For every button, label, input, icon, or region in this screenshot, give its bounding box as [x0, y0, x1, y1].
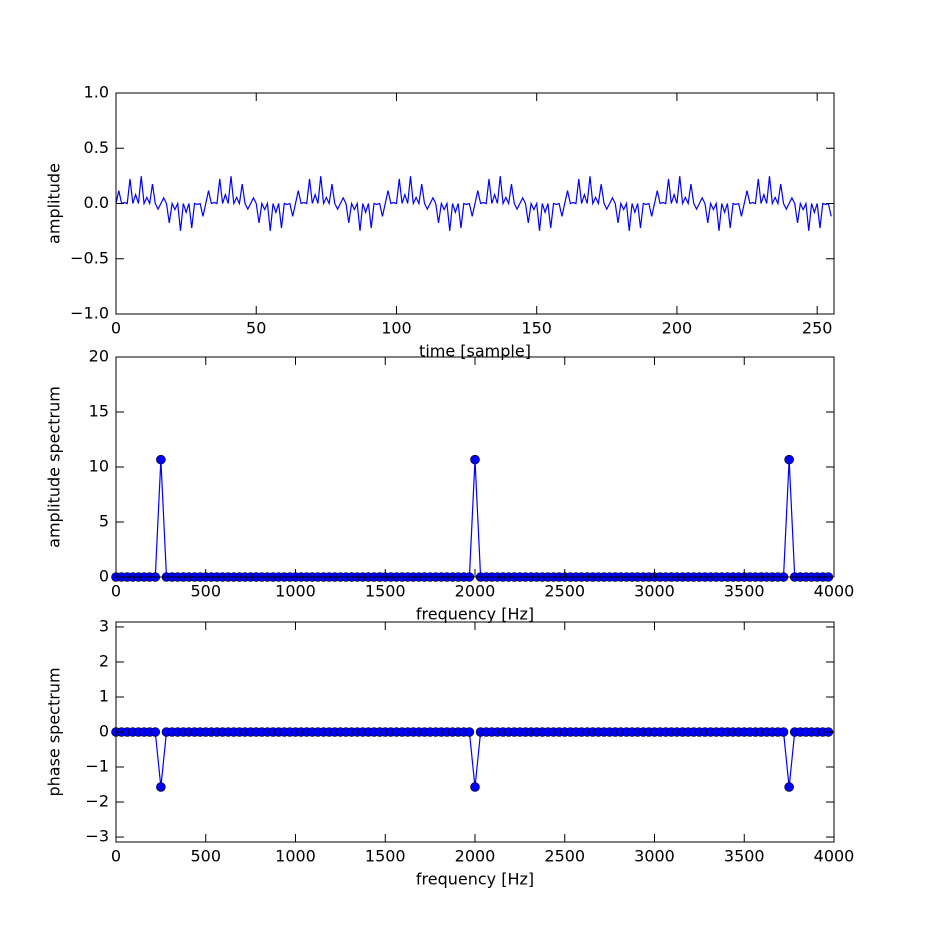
y-tick-label: 0 — [99, 722, 109, 741]
data-line — [116, 459, 829, 578]
y-tick-label: 2 — [99, 651, 109, 670]
y-tick-label: 1 — [99, 686, 109, 705]
y-tick-label: 15 — [89, 402, 109, 421]
data-point — [156, 454, 166, 465]
x-tick-label: 50 — [246, 319, 266, 338]
data-point — [778, 727, 789, 737]
y-tick-label: −1 — [85, 757, 109, 776]
x-tick-label: 1000 — [275, 582, 316, 601]
x-tick-label: 500 — [190, 582, 221, 601]
x-tick-label: 4000 — [814, 582, 855, 601]
x-axis-label: frequency [Hz] — [416, 605, 534, 624]
data-point — [784, 782, 794, 792]
y-tick-label: 0.0 — [84, 193, 109, 212]
x-tick-label: 2500 — [544, 847, 585, 866]
y-tick-label: 0.5 — [84, 138, 109, 157]
x-axis-label: frequency [Hz] — [416, 870, 534, 889]
x-tick-label: 1500 — [365, 582, 406, 601]
data-point — [470, 454, 480, 465]
y-tick-label: 0 — [99, 567, 109, 586]
y-tick-label: 5 — [99, 512, 109, 531]
data-line — [116, 731, 829, 788]
x-axis-label: time [sample] — [419, 342, 531, 361]
x-tick-label: 200 — [662, 319, 693, 338]
x-tick-label: 100 — [381, 319, 412, 338]
y-tick-label: 1.0 — [84, 83, 109, 102]
data-point — [464, 727, 475, 737]
data-point — [156, 782, 166, 792]
x-tick-label: 2500 — [544, 582, 585, 601]
y-tick-label: 3 — [99, 616, 109, 635]
y-tick-label: 10 — [89, 457, 109, 476]
x-tick-label: 0 — [111, 319, 121, 338]
x-tick-label: 3500 — [724, 582, 765, 601]
data-point — [784, 454, 794, 465]
y-tick-label: −0.5 — [70, 248, 109, 267]
data-point — [150, 727, 161, 737]
y-tick-label: −1.0 — [70, 304, 109, 323]
x-tick-label: 3000 — [634, 847, 675, 866]
x-tick-label: 3000 — [634, 582, 675, 601]
x-tick-label: 250 — [802, 319, 833, 338]
y-tick-label: 20 — [89, 347, 109, 366]
x-tick-label: 4000 — [814, 847, 855, 866]
x-tick-label: 0 — [111, 847, 121, 866]
x-tick-label: 2000 — [455, 582, 496, 601]
data-line — [115, 176, 832, 231]
x-tick-label: 1000 — [275, 847, 316, 866]
y-axis-label: phase spectrum — [45, 667, 64, 796]
x-tick-label: 3500 — [724, 847, 765, 866]
x-tick-label: 1500 — [365, 847, 406, 866]
y-tick-label: −2 — [85, 792, 109, 811]
y-axis-label: amplitude — [45, 163, 64, 244]
y-tick-label: −3 — [85, 827, 109, 846]
x-tick-label: 0 — [111, 582, 121, 601]
x-tick-label: 500 — [190, 847, 221, 866]
x-tick-label: 2000 — [455, 847, 496, 866]
y-axis-label: amplitude spectrum — [45, 386, 64, 548]
data-point — [470, 782, 480, 792]
x-tick-label: 150 — [521, 319, 552, 338]
